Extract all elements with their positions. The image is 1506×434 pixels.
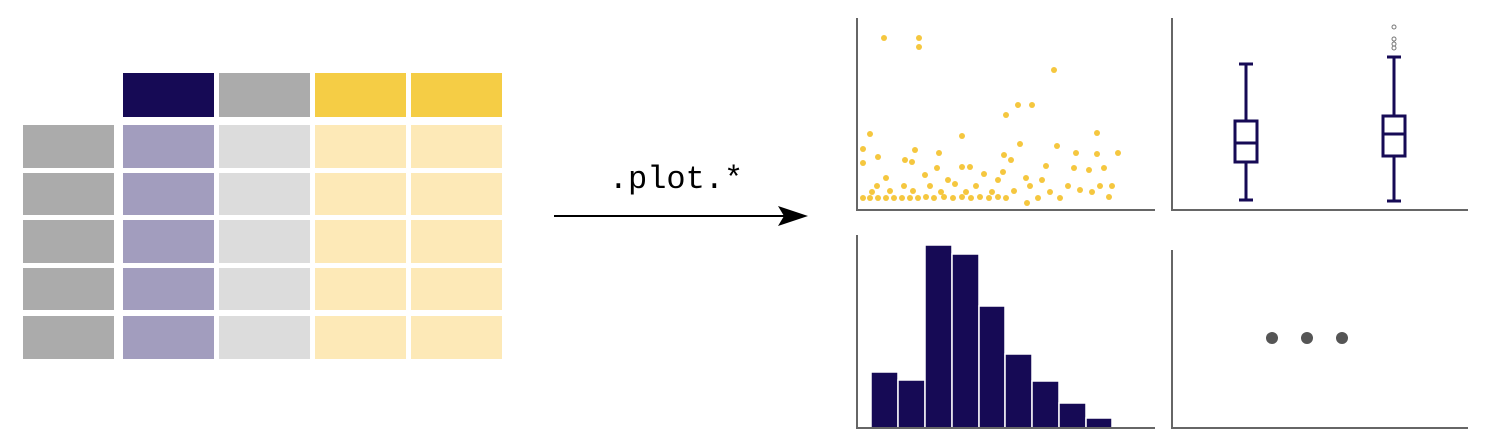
header-cell	[315, 73, 406, 117]
table-rows	[23, 125, 502, 359]
scatter-panel	[856, 18, 1155, 211]
boxplot	[1233, 62, 1259, 202]
table-illustration	[23, 73, 502, 359]
arrow	[554, 206, 808, 226]
header-cell	[123, 73, 214, 117]
more-panel	[1171, 250, 1468, 429]
boxplot-panel	[1171, 18, 1468, 211]
header-cell	[219, 73, 310, 117]
header-cell	[411, 73, 502, 117]
histogram-panel	[856, 235, 1155, 429]
arrow-label: .plot.*	[609, 161, 743, 198]
boxplot	[1381, 24, 1407, 203]
scatter-points	[860, 35, 1121, 206]
